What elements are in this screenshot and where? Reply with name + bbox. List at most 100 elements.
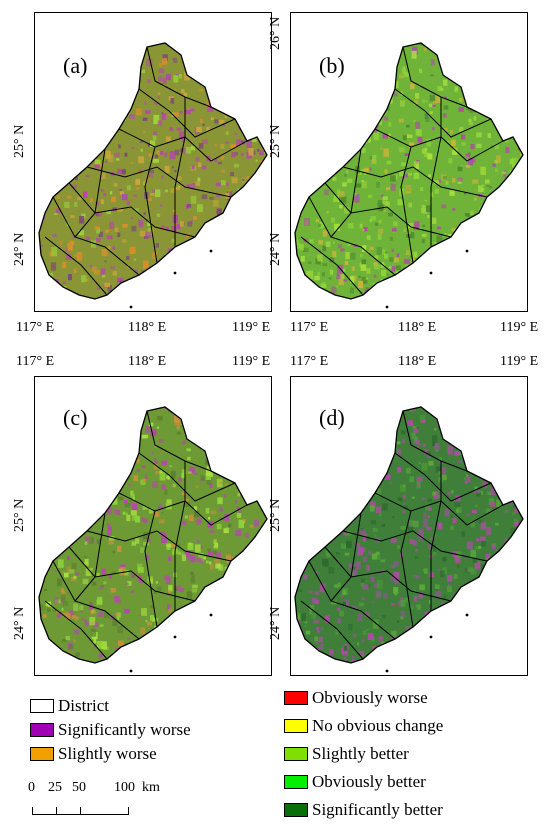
- raster-patch: [427, 153, 433, 160]
- raster-patch: [64, 572, 69, 578]
- raster-patch: [402, 494, 406, 499]
- raster-patch: [301, 532, 307, 538]
- raster-patch: [506, 270, 513, 278]
- raster-patch: [77, 196, 83, 201]
- raster-patch: [257, 186, 264, 191]
- raster-patch: [116, 612, 121, 618]
- raster-patch: [73, 639, 76, 643]
- raster-patch: [435, 95, 441, 103]
- raster-patch: [462, 265, 465, 270]
- raster-patch: [487, 133, 491, 138]
- raster-patch: [157, 416, 163, 421]
- raster-patch: [104, 408, 108, 412]
- raster-patch: [107, 246, 111, 249]
- raster-patch: [453, 60, 458, 63]
- raster-patch: [454, 86, 458, 91]
- raster-patch: [339, 204, 343, 209]
- raster-patch: [355, 69, 361, 76]
- raster-patch: [435, 271, 439, 275]
- raster-patch: [154, 511, 160, 517]
- raster-patch: [188, 54, 191, 59]
- raster-patch: [462, 616, 467, 619]
- raster-patch: [473, 99, 479, 105]
- raster-patch: [227, 216, 231, 221]
- raster-patch: [175, 585, 181, 592]
- raster-patch: [143, 181, 147, 186]
- raster-patch: [389, 236, 393, 241]
- raster-patch: [471, 158, 476, 163]
- raster-patch: [510, 218, 514, 221]
- raster-patch: [209, 631, 212, 634]
- raster-patch: [222, 445, 226, 448]
- raster-patch: [84, 541, 88, 545]
- raster-patch: [105, 493, 109, 497]
- raster-patch: [186, 184, 192, 188]
- district-boundary: [402, 410, 468, 472]
- raster-patch: [110, 462, 116, 470]
- raster-patch: [422, 512, 427, 518]
- raster-patch: [483, 281, 489, 290]
- raster-patch: [417, 269, 424, 278]
- raster-patch: [357, 613, 363, 622]
- raster-patch: [491, 269, 497, 276]
- raster-patch: [169, 465, 172, 468]
- raster-patch: [230, 92, 236, 98]
- raster-patch: [366, 536, 369, 541]
- raster-patch: [349, 287, 354, 294]
- raster-patch: [360, 547, 366, 553]
- raster-patch: [236, 113, 242, 119]
- raster-patch: [45, 290, 51, 299]
- raster-patch: [209, 196, 214, 200]
- raster-patch: [168, 607, 172, 613]
- raster-patch: [457, 553, 460, 558]
- raster-patch: [119, 567, 126, 576]
- raster-patch: [139, 140, 144, 143]
- raster-patch: [517, 104, 522, 108]
- raster-patch: [36, 170, 38, 173]
- raster-patch: [239, 67, 243, 70]
- raster-patch: [191, 165, 195, 170]
- raster-patch: [495, 450, 498, 452]
- raster-patch: [259, 211, 263, 214]
- raster-patch: [98, 100, 102, 105]
- raster-patch: [416, 476, 423, 482]
- raster-patch: [299, 407, 303, 408]
- raster-patch: [148, 197, 152, 202]
- raster-patch: [512, 407, 516, 409]
- raster-patch: [108, 47, 114, 57]
- raster-patch: [381, 249, 386, 255]
- raster-patch: [474, 436, 481, 441]
- raster-patch: [410, 81, 415, 88]
- raster-patch: [177, 261, 182, 268]
- raster-patch: [517, 236, 523, 245]
- raster-patch: [75, 652, 80, 657]
- raster-patch: [309, 176, 314, 182]
- raster-patch: [196, 557, 201, 562]
- raster-patch: [228, 73, 235, 79]
- raster-patch: [446, 651, 453, 661]
- raster-patch: [144, 474, 148, 479]
- raster-patch: [248, 250, 255, 258]
- raster-patch: [198, 661, 202, 663]
- raster-patch: [141, 517, 146, 522]
- raster-patch: [316, 143, 323, 151]
- raster-patch: [42, 57, 49, 63]
- raster-patch: [449, 190, 455, 197]
- raster-patch: [362, 534, 368, 542]
- raster-patch: [339, 120, 343, 124]
- raster-patch: [303, 575, 308, 580]
- raster-patch: [498, 598, 505, 607]
- raster-patch: [409, 605, 414, 610]
- raster-patch: [237, 492, 241, 497]
- raster-patch: [213, 69, 217, 73]
- raster-patch: [395, 280, 400, 285]
- raster-patch: [496, 499, 502, 508]
- scale-tick-label-50: 50: [72, 780, 86, 795]
- raster-patch: [417, 604, 421, 610]
- raster-patch: [84, 561, 89, 567]
- raster-patch: [375, 459, 380, 466]
- raster-patch: [104, 422, 109, 426]
- raster-patch: [174, 587, 178, 591]
- raster-patch: [126, 200, 130, 205]
- raster-patch: [311, 612, 316, 619]
